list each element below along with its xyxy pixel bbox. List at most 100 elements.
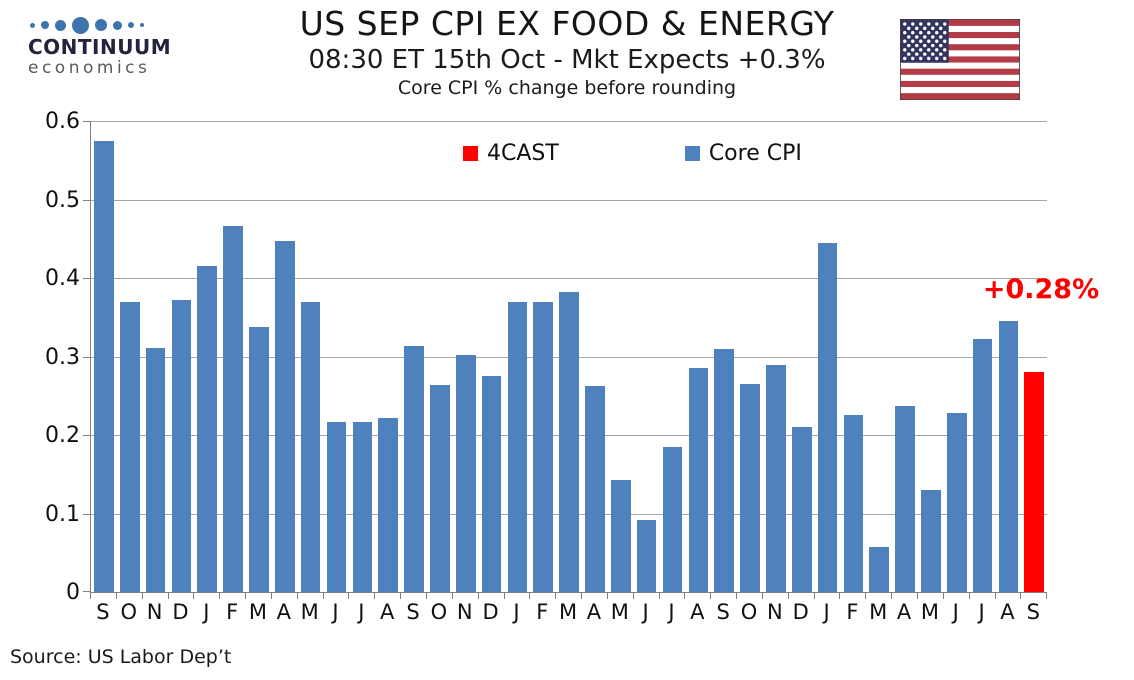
brand-name: CONTINUUM [28,35,172,59]
continuum-logo: CONTINUUM economics [28,14,188,78]
x-tick-mark [91,592,117,599]
x-tick-label: M [610,600,629,624]
core-cpi-bar [145,347,166,592]
x-tick-mark [401,592,427,599]
core-cpi-bar [352,422,373,592]
core-cpi-bar [843,414,864,592]
plot-area: 4CAST Core CPI +0.28% [83,121,1099,593]
x-tick-label: J [642,600,649,624]
y-tick-label: 0.6 [45,109,80,134]
bar-slot [349,121,375,592]
legend-item-core-cpi: Core CPI [684,141,802,166]
x-tick-mark [298,592,324,599]
core-cpi-bar [507,302,528,592]
x-tick-label: S [716,600,730,624]
x-tick-mark [608,592,634,599]
gridline [91,199,1047,201]
x-tick-label: D [482,600,499,624]
core-cpi-bar [300,302,321,592]
x-tick-label: D [792,600,809,624]
bar-slot [866,121,892,592]
core-cpi-bar [171,299,192,592]
bar-slot [246,121,272,592]
brand-subname: economics [28,58,151,78]
core-cpi-bar [249,327,269,592]
x-tick-mark [194,592,221,599]
y-tick-label: 0.1 [45,501,80,527]
core-cpi-bar [197,266,218,592]
bar-slot [711,121,737,592]
x-tick-label: M [920,600,939,624]
x-tick-label: J [203,600,210,624]
core-cpi-bar [688,368,709,592]
bar-slot [608,121,634,592]
bar-slot [763,121,789,592]
core-cpi-bar [119,302,140,592]
bar-slot [298,121,324,592]
core-cpi-bar [455,354,476,592]
bar-slot [427,121,453,592]
x-tick-label: M [300,600,319,624]
x-tick-label: J [358,600,365,624]
bar-slot [556,121,582,592]
core-cpi-bar [972,339,993,592]
x-tick-label: A [586,600,602,624]
x-tick-mark [970,592,996,599]
x-tick-mark [866,592,893,599]
x-tick-label: J [332,600,339,624]
gridline [91,121,1047,122]
core-cpi-bar [740,383,760,592]
x-tick-mark [505,592,531,599]
y-tick-label: 0.4 [45,266,80,291]
core-cpi-bar [946,413,967,592]
legend-item-4cast: 4CAST [463,141,559,166]
core-cpi-bar [223,226,243,592]
bar-slot [401,121,427,592]
bar-slot [169,121,195,592]
bar-slot [220,121,246,592]
bar-slot [117,121,143,592]
x-tick-mark [246,592,272,599]
y-tick-label: 0.3 [45,344,80,370]
x-tick-mark [272,592,298,599]
x-tick-mark [375,592,402,599]
bars-row [91,121,1047,592]
core-cpi-bar [533,302,554,592]
x-tick-mark [427,592,453,599]
x-tick-mark [918,592,944,599]
continuum-dots-icon [28,14,188,36]
bar-slot [479,121,505,592]
core-cpi-bar [817,242,838,592]
x-tick-row [90,592,1048,599]
x-tick-label: F [536,600,549,624]
bar-slot [324,121,350,592]
x-tick-label: J [978,600,985,624]
x-tick-label: O [430,600,448,624]
x-tick-mark [324,592,350,599]
core-cpi-bar [610,479,631,592]
bar-slot [530,121,556,592]
x-tick-mark [634,592,660,599]
x-tick-mark [892,592,918,599]
x-tick-mark [143,592,169,599]
core-cpi-bar [998,321,1019,592]
gridline [91,278,1047,279]
core-cpi-bar [275,241,295,592]
bar-slot [996,121,1022,592]
x-tick-label: A [380,600,395,624]
page-subtitle: 08:30 ET 15th Oct - Mkt Expects +0.3% [308,45,826,75]
bar-slot [685,121,711,592]
bar-slot [91,121,117,592]
x-tick-mark [479,592,505,599]
x-tick-label: A [1000,600,1015,624]
x-tick-mark [660,592,686,599]
x-tick-label: J [668,600,675,624]
core-cpi-bar [559,292,579,592]
core-cpi-bar [430,384,450,592]
core-cpi-bar [326,422,347,592]
y-tick-label: 0.5 [45,187,80,213]
x-tick-label: D [172,600,189,624]
x-tick-label: O [120,600,138,624]
x-tick-mark [815,592,841,599]
